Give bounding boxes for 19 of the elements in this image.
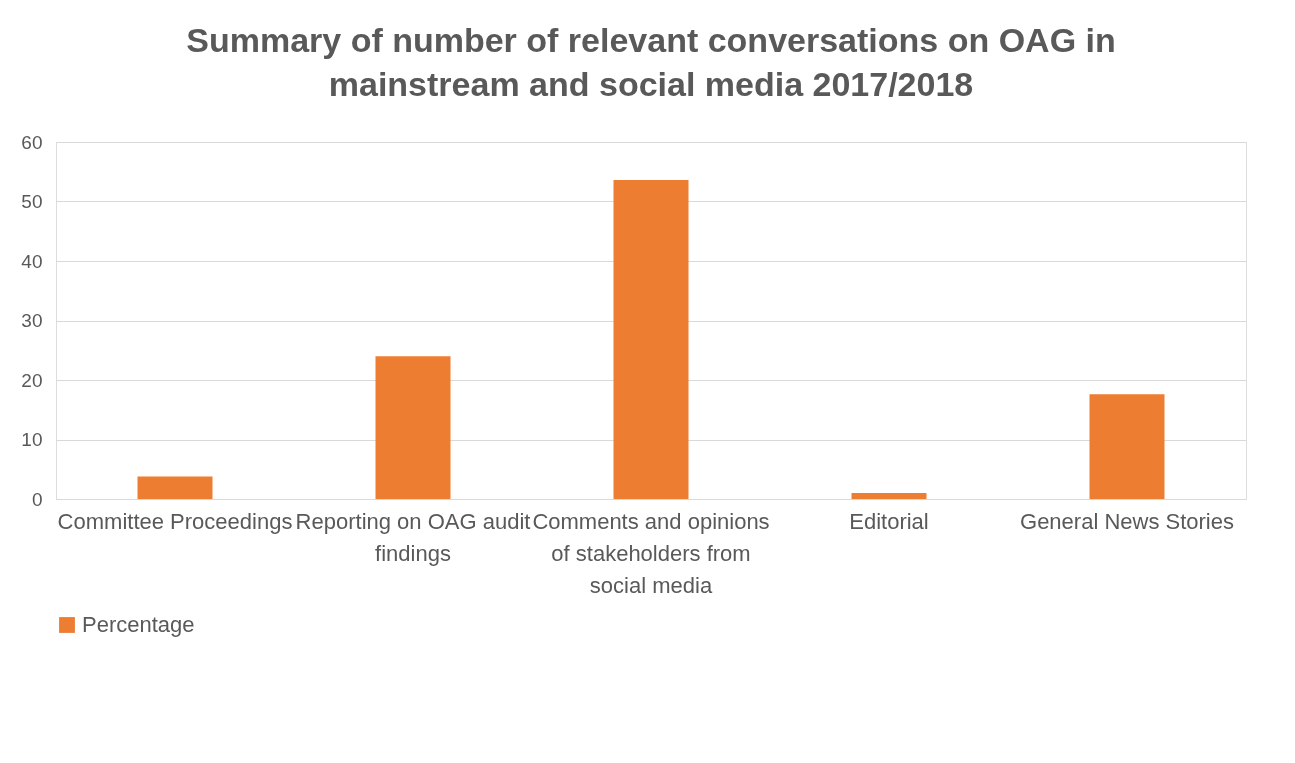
y-tick-label: 30 bbox=[21, 310, 43, 331]
bar bbox=[851, 493, 927, 499]
bar bbox=[613, 180, 689, 499]
x-tick-label: Reporting on OAG audit findings bbox=[295, 508, 531, 566]
y-tick-label: 10 bbox=[21, 429, 43, 450]
legend-label: Percentage bbox=[82, 612, 195, 637]
bar bbox=[375, 356, 451, 499]
bar bbox=[1089, 394, 1165, 499]
x-tick-label: Editorial bbox=[849, 508, 929, 534]
y-tick-label: 50 bbox=[21, 191, 43, 212]
y-tick-label: 0 bbox=[31, 488, 43, 510]
x-tick-label: Committee Proceedings bbox=[57, 508, 293, 534]
x-tick-label: Comments and opinions of stakeholders from social media bbox=[532, 508, 770, 598]
x-tick-label: General News Stories bbox=[1020, 508, 1234, 534]
chart-title: Summary of number of relevant conversations on OAG in mainstream and social media 2017/2018 bbox=[186, 21, 1116, 103]
y-tick-label: 20 bbox=[21, 369, 43, 391]
y-tick-label: 40 bbox=[21, 250, 43, 272]
y-tick-label: 60 bbox=[21, 131, 43, 153]
bar bbox=[137, 476, 213, 499]
